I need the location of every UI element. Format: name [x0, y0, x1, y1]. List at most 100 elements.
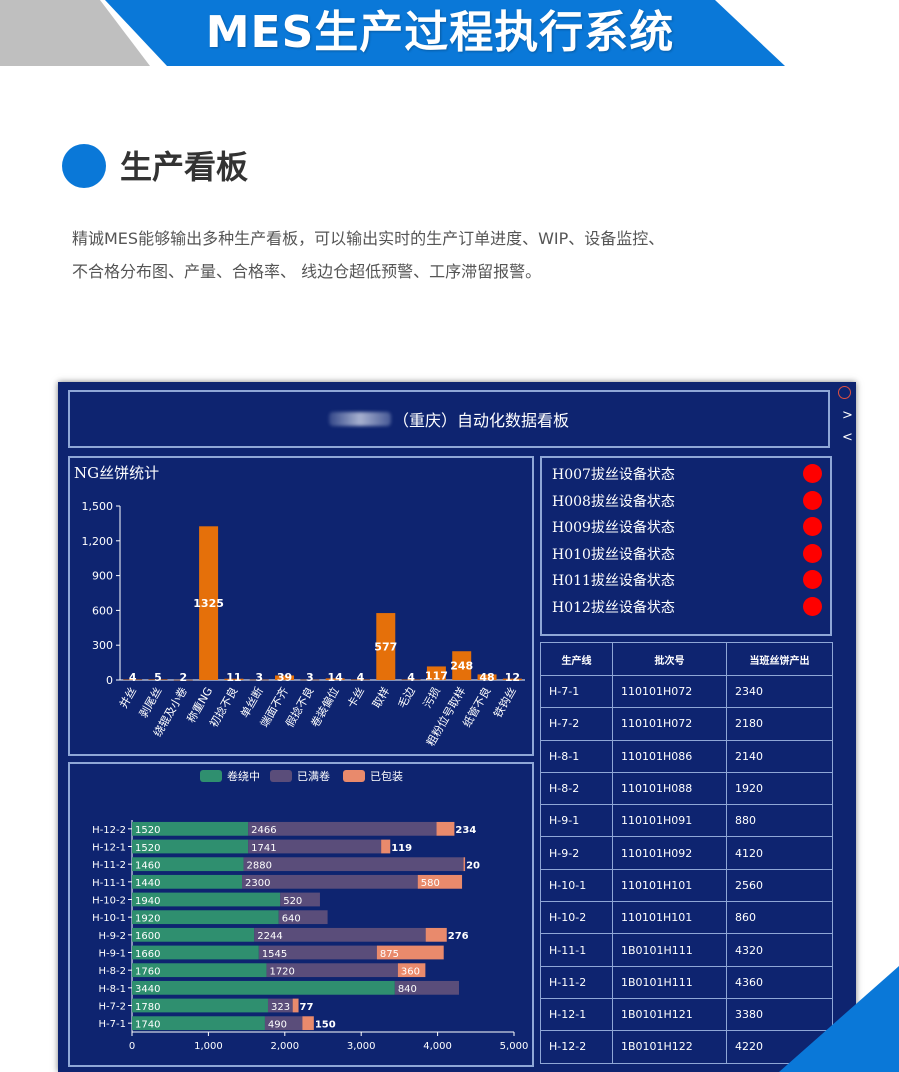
table-cell: 1B0101H111	[612, 933, 727, 967]
blurred-logo	[328, 412, 391, 426]
stack-segment	[292, 998, 299, 1013]
legend-swatch[interactable]	[343, 770, 365, 782]
legend-label[interactable]: 卷绕中	[227, 769, 260, 783]
stack-segment	[266, 963, 398, 978]
ng-value-label: 248	[450, 660, 473, 673]
y-category-label: H-8-1	[99, 984, 126, 995]
stack-value-label: 276	[448, 931, 469, 942]
stack-value-label: 323	[271, 1002, 290, 1013]
stack-value-label: 1545	[262, 949, 287, 960]
ng-bar	[477, 674, 497, 680]
stack-value-label: 1520	[135, 825, 160, 836]
ng-chart-panel: NG丝饼统计 0 300 600 900 1,200 1,500 4 并丝 5 剥尾丝 2 绕辊及小卷…	[68, 456, 534, 756]
chevron-right-icon[interactable]: >	[842, 408, 853, 423]
y-tick-label: 1,500	[82, 500, 114, 513]
table-cell: H-11-2	[540, 965, 613, 999]
stack-segment	[132, 980, 395, 995]
table-cell: 110101H101	[612, 868, 727, 903]
y-category-label: H-9-1	[99, 949, 126, 960]
y-category-label: H-10-2	[92, 896, 126, 907]
status-row: H009拔丝设备状态	[552, 515, 822, 541]
stack-segment	[132, 1016, 265, 1031]
stack-value-label: 1940	[135, 896, 160, 907]
ng-category-label: 铁钩丝	[490, 685, 519, 721]
y-category-label: H-7-1	[99, 1019, 126, 1030]
ng-category-label: 污损	[420, 685, 443, 711]
stack-segment	[302, 1016, 314, 1031]
stack-segment	[132, 839, 249, 854]
dashboard-screenshot: （重庆）自动化数据看板 > < NG丝饼统计 0 300 600 900 1,200 1,…	[58, 382, 856, 1072]
stacked-bar-chart: 卷绕中 已满卷 已包装 0 1,000 2,000 3,000 4,000 5,000 H-12-…	[92, 769, 528, 1052]
ng-value-label: 14	[328, 671, 344, 684]
status-label: H011拔丝设备状态	[552, 573, 675, 589]
legend-label[interactable]: 已包装	[370, 770, 403, 783]
stack-segment	[267, 998, 293, 1013]
table-cell: 880	[726, 804, 833, 838]
table-cell: 2180	[726, 707, 833, 741]
y-category-label: H-7-2	[99, 1002, 126, 1013]
description-line-2: 不合格分布图、产量、合格率、 线边仓超低预警、工序滞留报警。	[72, 262, 542, 281]
chevron-left-icon[interactable]: <	[842, 430, 853, 445]
table-cell: 4120	[726, 836, 833, 870]
stack-value-label: 2880	[247, 861, 272, 872]
y-tick-label: 900	[92, 570, 113, 583]
ng-bar-chart: 03006009001,2001,5004并丝5剥尾丝2绕辊及小卷1325称重N…	[82, 500, 525, 749]
table-cell: 4360	[726, 965, 833, 999]
ng-bar	[350, 679, 370, 681]
table-cell: 110101H092	[612, 836, 727, 870]
x-tick-label: 3,000	[347, 1041, 376, 1052]
legend-label[interactable]: 已满卷	[297, 769, 330, 783]
ng-bar	[199, 526, 219, 680]
ng-category-label: 并丝	[116, 685, 139, 711]
table-cell: H-11-1	[540, 933, 613, 967]
legend-swatch[interactable]	[200, 770, 222, 782]
stack-segment	[132, 945, 259, 960]
stack-segment	[394, 980, 459, 995]
table-cell: 1B0101H121	[612, 997, 727, 1032]
stack-value-label: 360	[401, 967, 420, 978]
line-stack-chart-panel: 卷绕中 已满卷 已包装 0 1,000 2,000 3,000 4,000 5,000 H-12-…	[68, 762, 534, 1067]
table-cell: H-9-1	[540, 804, 613, 838]
stack-segment	[381, 839, 391, 854]
status-label: H012拔丝设备状态	[552, 599, 675, 616]
ng-value-label: 117	[425, 669, 448, 682]
status-label: H008拔丝设备状态	[552, 493, 675, 510]
ng-value-label: 1325	[193, 597, 224, 610]
section-bullet-icon	[62, 144, 106, 188]
stack-segment	[243, 857, 464, 872]
table-cell: 2340	[726, 674, 833, 709]
x-tick-label: 0	[129, 1041, 135, 1052]
description-line-1: 精诚MES能够输出多种生产看板，可以输出实时的生产订单进度、WIP、设备监控、	[72, 229, 665, 248]
y-category-label: H-9-2	[99, 931, 126, 942]
stack-value-label: 490	[268, 1020, 287, 1031]
stack-segment	[132, 963, 267, 978]
dashboard-header: （重庆）自动化数据看板	[68, 390, 830, 448]
table-row: H-11-2 1B0101H111 4360	[540, 965, 833, 999]
stack-value-label: 3440	[135, 984, 160, 995]
legend-swatch[interactable]	[270, 770, 292, 782]
table-row: H-10-1 110101H101 2560	[540, 868, 833, 903]
ng-chart-title: NG丝饼统计	[74, 464, 160, 482]
status-row: H008拔丝设备状态	[552, 489, 822, 515]
table-row: H-11-1 1B0101H111 4320	[540, 933, 833, 967]
stack-segment	[254, 927, 426, 942]
stack-segment	[132, 821, 249, 836]
table-cell: 110101H101	[612, 901, 727, 935]
table-cell: H-12-1	[540, 997, 613, 1032]
table-cell: 1B0101H122	[612, 1030, 727, 1064]
ng-value-label: 48	[479, 671, 494, 684]
table-cell: H-7-1	[540, 674, 613, 709]
ng-bar	[325, 678, 345, 680]
ng-bar	[426, 666, 446, 680]
stack-segment	[248, 839, 382, 854]
ng-category-label: 单丝断	[237, 685, 266, 721]
status-indicator-icon	[803, 490, 822, 510]
y-category-label: H-11-2	[92, 860, 126, 871]
ng-bar	[148, 679, 168, 680]
table-cell: 2140	[726, 739, 833, 773]
close-circle-icon[interactable]	[838, 386, 851, 399]
table-row: H-8-2 110101H088 1920	[540, 771, 833, 806]
ng-value-label: 12	[505, 671, 520, 684]
section-title: 生产看板	[120, 148, 249, 186]
stack-value-label: 2244	[257, 931, 282, 942]
